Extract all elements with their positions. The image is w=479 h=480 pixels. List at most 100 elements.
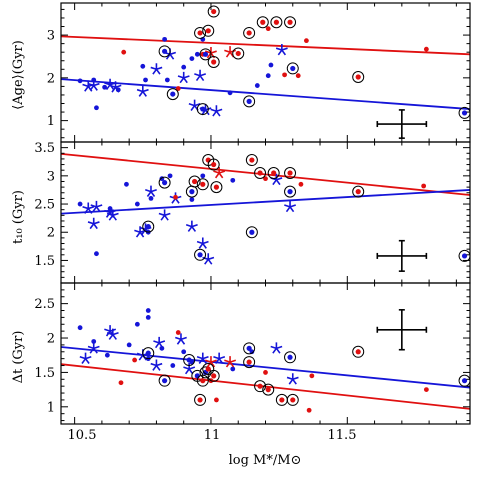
marker-0-2-0 bbox=[121, 49, 127, 55]
marker-2-5-9 bbox=[355, 349, 361, 355]
marker-2-4-0 bbox=[145, 350, 151, 356]
x-tick-label-11-5: 11.5 bbox=[328, 428, 357, 443]
y-axis-label-dt: Δt (Gyr) bbox=[11, 331, 26, 384]
marker-1-4-2 bbox=[189, 189, 195, 195]
marker-2-0-3 bbox=[126, 342, 132, 348]
marker-0-0-5 bbox=[140, 63, 146, 69]
marker-0-4-0-ring bbox=[158, 45, 171, 58]
marker-2-2-8 bbox=[423, 387, 429, 393]
marker-2-5-5 bbox=[257, 383, 263, 389]
y-tick-label-1-3: 3 bbox=[47, 169, 55, 184]
marker-2-2-6 bbox=[306, 407, 312, 413]
marker-2-5-9-ring bbox=[352, 345, 365, 358]
marker-0-2-4 bbox=[282, 72, 287, 78]
marker-1-4-5 bbox=[287, 189, 293, 195]
marker-2-0-6 bbox=[145, 314, 151, 320]
marker-1-1-10 bbox=[185, 220, 198, 232]
marker-0-5-6-ring bbox=[256, 16, 269, 29]
marker-1-5-3 bbox=[211, 161, 217, 168]
marker-1-2-3 bbox=[421, 183, 427, 189]
marker-1-1-7 bbox=[145, 185, 157, 197]
marker-1-5-6 bbox=[257, 170, 263, 176]
marker-0-0-11 bbox=[194, 51, 200, 57]
marker-1-5-7 bbox=[271, 170, 277, 176]
marker-2-4-0-ring bbox=[142, 347, 155, 360]
marker-0-1-7 bbox=[177, 71, 190, 84]
marker-2-5-6-ring bbox=[262, 383, 275, 396]
marker-2-5-8 bbox=[290, 397, 296, 403]
marker-0-1-2 bbox=[104, 78, 117, 91]
marker-0-1-12 bbox=[275, 44, 288, 56]
marker-1-1-13 bbox=[270, 173, 283, 186]
marker-1-1-8 bbox=[158, 209, 171, 221]
marker-2-4-3 bbox=[194, 373, 200, 379]
marker-1-5-3-ring bbox=[207, 158, 220, 171]
marker-2-0-14 bbox=[249, 349, 255, 355]
marker-2-5-8-ring bbox=[286, 393, 299, 406]
marker-1-0-9 bbox=[189, 197, 195, 202]
marker-2-4-1 bbox=[162, 378, 168, 384]
marker-1-5-1 bbox=[200, 181, 206, 187]
marker-0-4-6 bbox=[461, 110, 468, 116]
x-tick-label-10-5: 10.5 bbox=[68, 428, 97, 443]
marker-1-5-9 bbox=[355, 189, 361, 195]
fit-line-2-1 bbox=[61, 346, 470, 389]
y-tick-label-2-0: 1 bbox=[47, 400, 55, 415]
panel-frame-0 bbox=[60, 2, 471, 143]
marker-0-1-9 bbox=[194, 69, 207, 82]
marker-1-5-5 bbox=[249, 157, 255, 163]
marker-0-0-15 bbox=[265, 73, 271, 79]
marker-2-5-4-ring bbox=[243, 356, 256, 369]
marker-1-1-0 bbox=[82, 202, 95, 214]
marker-0-5-3-ring bbox=[207, 56, 220, 69]
marker-0-0-6 bbox=[143, 77, 148, 83]
marker-1-4-3 bbox=[197, 252, 203, 258]
marker-1-5-7-ring bbox=[267, 167, 280, 180]
marker-0-1-4 bbox=[136, 85, 149, 97]
marker-0-4-0 bbox=[162, 48, 168, 54]
marker-0-2-6 bbox=[304, 38, 309, 44]
marker-0-4-5-ring bbox=[286, 62, 299, 75]
marker-1-5-4 bbox=[213, 184, 220, 190]
marker-2-1-10 bbox=[213, 352, 226, 364]
marker-0-5-0 bbox=[197, 30, 203, 36]
marker-0-2-3 bbox=[265, 26, 271, 32]
marker-2-5-5-ring bbox=[254, 380, 267, 393]
marker-0-5-3 bbox=[211, 59, 217, 65]
marker-0-2-1 bbox=[175, 86, 181, 91]
marker-0-0-10 bbox=[189, 56, 195, 61]
marker-1-1-1 bbox=[87, 217, 100, 230]
marker-2-0-13 bbox=[230, 366, 236, 372]
x-axis-label: log M*/M⊙ bbox=[229, 453, 302, 468]
marker-1-1-4 bbox=[106, 209, 119, 221]
marker-2-1-5 bbox=[150, 359, 163, 371]
marker-2-5-0 bbox=[197, 397, 203, 403]
marker-2-3-1 bbox=[224, 356, 237, 368]
marker-2-5-1-ring bbox=[196, 374, 209, 387]
marker-2-4-7 bbox=[461, 378, 468, 384]
marker-2-0-1 bbox=[91, 339, 97, 344]
marker-2-4-5-ring bbox=[243, 342, 256, 355]
marker-2-0-9 bbox=[170, 363, 176, 368]
marker-1-1-12 bbox=[202, 253, 215, 265]
marker-2-0-4 bbox=[134, 321, 140, 327]
marker-1-0-8 bbox=[167, 173, 173, 179]
marker-2-4-4-ring bbox=[199, 366, 212, 379]
y-tick-label-2-1: 1.5 bbox=[34, 366, 55, 381]
marker-1-5-5-ring bbox=[245, 154, 258, 167]
y-tick-label-0-0: 1 bbox=[47, 114, 55, 129]
marker-1-0-3 bbox=[124, 181, 129, 187]
marker-0-5-5-ring bbox=[243, 26, 256, 39]
y-tick-label-2-2: 2 bbox=[47, 332, 55, 347]
y-tick-label-0-1: 2 bbox=[47, 71, 55, 86]
marker-2-1-12 bbox=[286, 373, 299, 385]
marker-1-4-6 bbox=[461, 253, 468, 259]
panel-1: 1.5 2 2.5 3 3.5 bbox=[34, 141, 471, 284]
marker-0-4-2-ring bbox=[196, 103, 209, 116]
marker-1-3-0 bbox=[213, 167, 226, 179]
marker-1-4-5-ring bbox=[284, 185, 297, 198]
marker-1-0-0 bbox=[77, 201, 83, 207]
marker-0-0-14 bbox=[254, 83, 260, 88]
marker-2-0-7 bbox=[145, 308, 151, 313]
